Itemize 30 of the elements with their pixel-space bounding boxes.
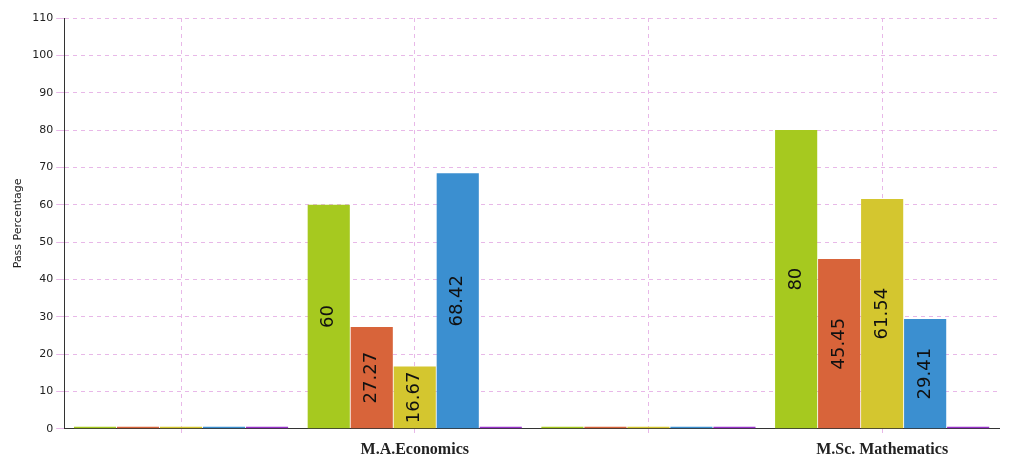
y-axis-title: Pass Percentage: [11, 178, 25, 269]
data-label: 45.45: [826, 317, 848, 370]
y-tick-label: 80: [39, 122, 54, 136]
data-label: 61.54: [869, 287, 891, 340]
y-tick-label: 70: [39, 160, 54, 174]
y-tick-label: 110: [32, 10, 54, 24]
y-tick-label: 0: [46, 421, 54, 435]
y-tick-label: 100: [32, 48, 54, 62]
data-label: 60: [316, 305, 338, 328]
bar: [861, 198, 904, 429]
bar: [350, 326, 393, 429]
y-tick-label: 90: [39, 85, 54, 99]
data-label: 16.67: [402, 371, 424, 424]
bar: [307, 204, 350, 429]
data-label: 27.27: [359, 351, 381, 404]
bar: [775, 130, 818, 429]
y-tick-label: 40: [39, 272, 54, 286]
bar: [436, 173, 479, 429]
bar: [904, 318, 947, 429]
data-label: 68.42: [445, 275, 467, 327]
y-tick-label: 60: [39, 197, 54, 211]
y-tick-label: 10: [39, 384, 54, 398]
x-tick-label: M.A.Economics: [360, 439, 469, 457]
data-label: 80: [783, 267, 805, 291]
y-tick-label: 50: [39, 234, 54, 248]
bar: [818, 259, 861, 429]
x-tick-label: M.Sc. Mathematics: [816, 439, 949, 457]
data-label: 29.41: [912, 347, 934, 400]
y-tick-label: 20: [39, 346, 54, 360]
y-tick-label: 30: [39, 309, 54, 323]
